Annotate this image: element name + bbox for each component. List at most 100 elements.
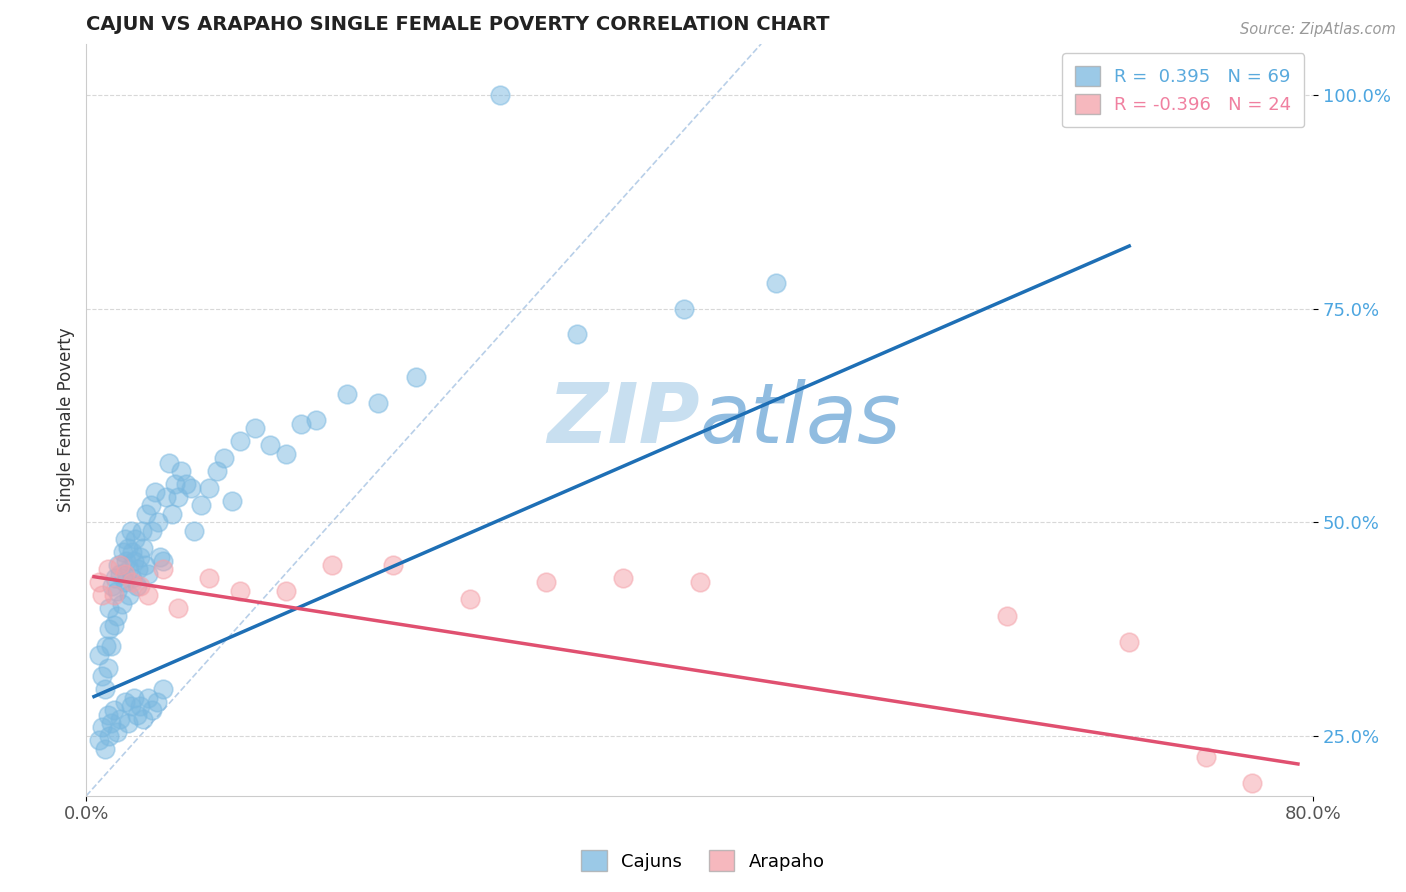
Point	[115, 554, 138, 568]
Point	[100, 639, 122, 653]
Point	[105, 583, 128, 598]
Point	[167, 490, 190, 504]
Point	[125, 707, 148, 722]
Point	[612, 571, 634, 585]
Point	[134, 558, 156, 572]
Point	[136, 690, 159, 705]
Point	[122, 554, 145, 568]
Point	[121, 571, 143, 585]
Point	[405, 370, 427, 384]
Point	[155, 490, 177, 504]
Point	[121, 575, 143, 590]
Point	[97, 562, 120, 576]
Point	[87, 648, 110, 662]
Point	[183, 524, 205, 538]
Point	[90, 720, 112, 734]
Point	[132, 712, 155, 726]
Point	[129, 549, 152, 564]
Point	[180, 481, 202, 495]
Point	[143, 485, 166, 500]
Point	[152, 554, 174, 568]
Point	[198, 571, 221, 585]
Point	[98, 600, 121, 615]
Point	[458, 592, 481, 607]
Point	[117, 716, 139, 731]
Point	[108, 558, 131, 572]
Point	[1118, 635, 1140, 649]
Point	[136, 566, 159, 581]
Point	[118, 562, 141, 576]
Y-axis label: Single Female Poverty: Single Female Poverty	[58, 327, 75, 512]
Point	[190, 498, 212, 512]
Point	[221, 494, 243, 508]
Point	[124, 533, 146, 547]
Point	[198, 481, 221, 495]
Point	[129, 699, 152, 714]
Point	[103, 703, 125, 717]
Point	[105, 609, 128, 624]
Point	[274, 583, 297, 598]
Point	[97, 707, 120, 722]
Point	[565, 327, 588, 342]
Point	[96, 639, 118, 653]
Point	[90, 588, 112, 602]
Point	[135, 507, 157, 521]
Point	[489, 88, 512, 103]
Point	[103, 618, 125, 632]
Point	[97, 660, 120, 674]
Point	[148, 516, 170, 530]
Point	[141, 703, 163, 717]
Point	[120, 524, 142, 538]
Point	[107, 558, 129, 572]
Point	[114, 566, 136, 581]
Point	[121, 545, 143, 559]
Legend: Cajuns, Arapaho: Cajuns, Arapaho	[574, 843, 832, 879]
Point	[157, 456, 180, 470]
Point	[131, 524, 153, 538]
Point	[228, 434, 250, 449]
Point	[995, 609, 1018, 624]
Point	[87, 733, 110, 747]
Point	[118, 588, 141, 602]
Point	[105, 724, 128, 739]
Point	[141, 524, 163, 538]
Point	[321, 558, 343, 572]
Point	[100, 716, 122, 731]
Point	[165, 476, 187, 491]
Point	[382, 558, 405, 572]
Point	[174, 476, 197, 491]
Point	[214, 451, 236, 466]
Point	[136, 588, 159, 602]
Point	[125, 579, 148, 593]
Point	[305, 413, 328, 427]
Point	[259, 438, 281, 452]
Point	[98, 622, 121, 636]
Point	[1195, 750, 1218, 764]
Point	[139, 498, 162, 512]
Point	[167, 600, 190, 615]
Point	[149, 549, 172, 564]
Point	[536, 575, 558, 590]
Point	[160, 507, 183, 521]
Point	[103, 588, 125, 602]
Text: CAJUN VS ARAPAHO SINGLE FEMALE POVERTY CORRELATION CHART: CAJUN VS ARAPAHO SINGLE FEMALE POVERTY C…	[86, 15, 830, 34]
Point	[274, 447, 297, 461]
Point	[205, 464, 228, 478]
Text: atlas: atlas	[700, 379, 901, 460]
Point	[93, 681, 115, 696]
Point	[120, 699, 142, 714]
Point	[673, 301, 696, 316]
Point	[104, 571, 127, 585]
Point	[117, 541, 139, 555]
Point	[367, 395, 389, 409]
Point	[101, 579, 124, 593]
Point	[152, 562, 174, 576]
Point	[114, 533, 136, 547]
Text: ZIP: ZIP	[547, 379, 700, 460]
Point	[1240, 776, 1263, 790]
Point	[114, 575, 136, 590]
Point	[87, 575, 110, 590]
Point	[108, 712, 131, 726]
Point	[689, 575, 711, 590]
Point	[98, 729, 121, 743]
